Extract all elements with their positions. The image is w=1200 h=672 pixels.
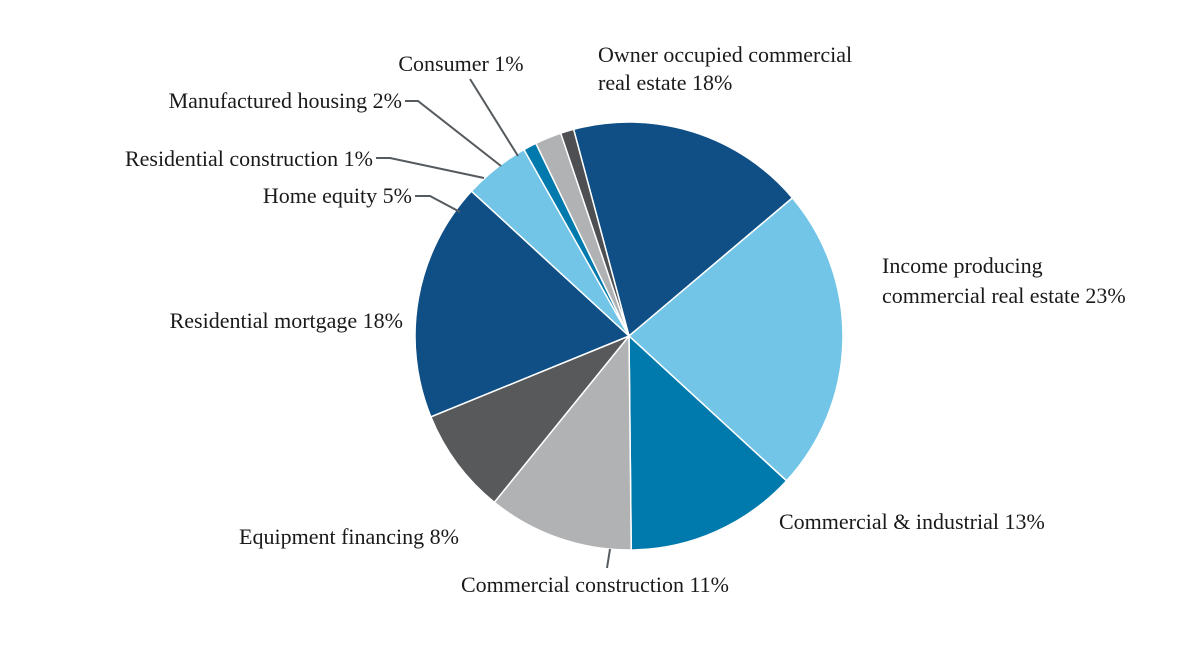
slice-label-line: Equipment financing 8% [239,524,459,549]
slice-label-line: Consumer 1% [398,51,523,76]
pie-slice-consumer [559,128,630,337]
pie-slice-equip [429,335,630,504]
leader-line-rescon [376,157,485,179]
slice-label-line: Manufactured housing 2% [169,88,402,113]
slice-label-line: Commercial construction 11% [461,572,729,597]
leader-line-cc [606,548,611,569]
leader-line-mfg [405,100,502,167]
slice-label-equip: Equipment financing 8% [239,524,459,549]
slice-label-ci: Commercial & industrial 13% [779,509,1045,534]
slice-label-mfg: Manufactured housing 2% [169,88,402,113]
slice-label-income: Income producing commercial real estate 2… [882,253,1126,308]
slice-label-owner: Owner occupied commercial real estate 18% [598,42,852,95]
pie-slice-owner [572,121,794,338]
pie-slice-cc [493,333,632,551]
slice-label-line: Home equity 5% [263,183,412,208]
leader-line-consumer [469,78,519,157]
slice-label-line: real estate 18% [598,70,732,95]
slice-label-line: Residential mortgage 18% [170,308,403,333]
pie-slice-income [627,196,844,482]
slice-label-resmort: Residential mortgage 18% [170,308,403,333]
slice-label-line: Income producing [882,253,1043,278]
pie-labels: Owner occupied commercial real estate 18%… [125,42,1126,597]
slice-label-line: commercial real estate 23% [882,283,1126,308]
leader-line-home [415,195,461,213]
pie-slices [414,121,844,551]
slice-label-home: Home equity 5% [263,183,412,208]
slice-label-cc: Commercial construction 11% [461,572,729,597]
slice-label-line: Residential construction 1% [125,146,373,171]
slice-label-consumer: Consumer 1% [398,51,523,76]
slice-label-rescon: Residential construction 1% [125,146,373,171]
slice-label-line: Owner occupied commercial [598,42,852,67]
pie-slice-ci [628,334,788,551]
slice-label-line: Commercial & industrial 13% [779,509,1045,534]
